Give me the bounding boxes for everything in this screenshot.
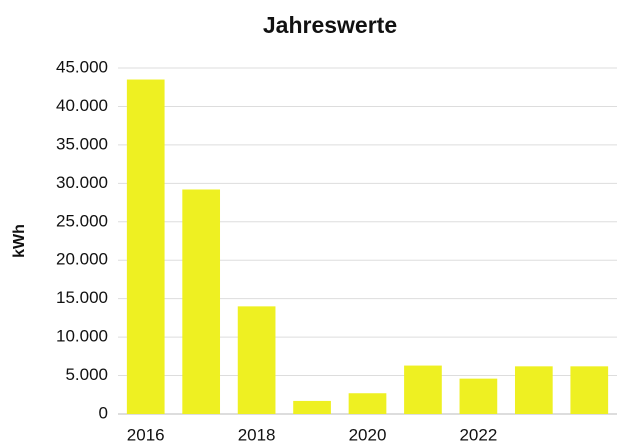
bar	[126, 79, 165, 415]
bar	[570, 366, 609, 414]
bar	[404, 365, 442, 414]
bar	[237, 306, 276, 414]
y-tick-label: 25.000	[56, 211, 108, 230]
y-axis-label: kWh	[11, 224, 28, 258]
y-tick-label: 15.000	[56, 288, 108, 307]
bar	[348, 393, 387, 414]
x-tick-label: 2022	[459, 425, 497, 444]
x-tick-label: 2018	[238, 425, 276, 444]
y-tick-label: 40.000	[56, 96, 108, 115]
bar	[459, 378, 498, 414]
chart-title: Jahreswerte	[263, 12, 397, 38]
bar	[182, 189, 221, 414]
y-tick-label: 0	[99, 403, 108, 422]
y-tick-label: 10.000	[56, 327, 108, 346]
x-tick-label: 2020	[349, 425, 387, 444]
x-tick-label: 2016	[127, 425, 165, 444]
bar	[514, 366, 553, 414]
bar	[293, 400, 331, 414]
y-tick-label: 30.000	[56, 173, 108, 192]
y-tick-label: 35.000	[56, 134, 108, 153]
y-tick-label: 20.000	[56, 250, 108, 269]
y-tick-label: 5.000	[65, 365, 108, 384]
y-tick-label: 45.000	[56, 57, 108, 76]
